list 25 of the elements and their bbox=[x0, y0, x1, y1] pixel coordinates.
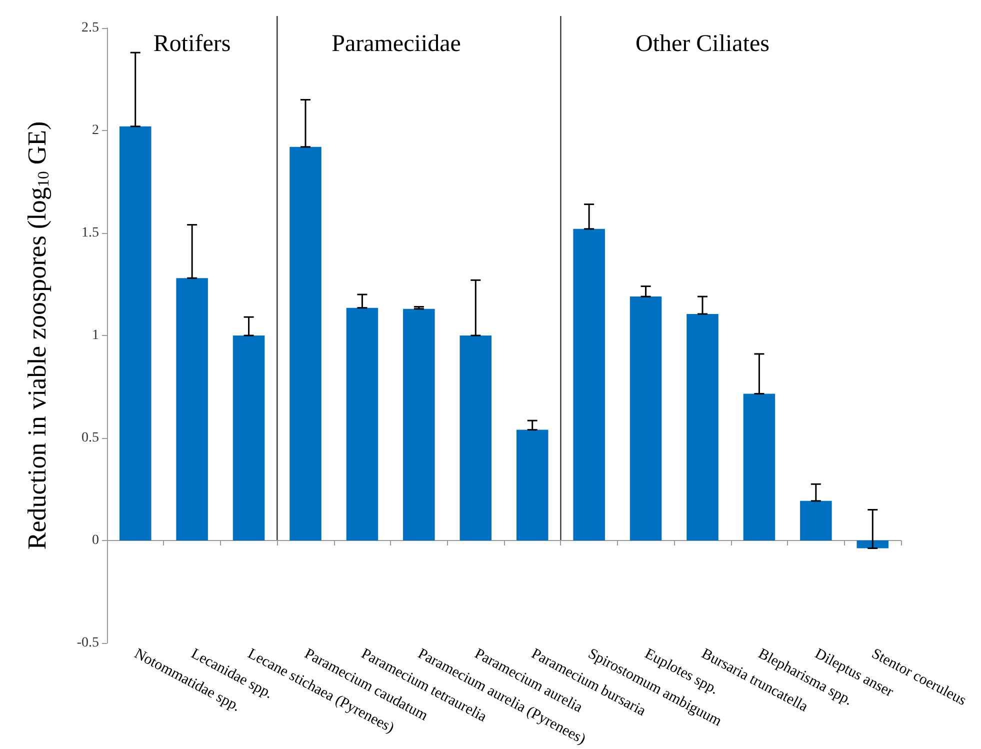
bar bbox=[176, 278, 208, 540]
y-axis-title: Reduction in viable zoospores (log10 GE) bbox=[22, 121, 52, 550]
y-tick-label: 2.5 bbox=[82, 20, 99, 36]
annotation: Other Ciliates bbox=[636, 31, 770, 57]
y-tick-label: 0.5 bbox=[82, 430, 99, 446]
bar bbox=[516, 430, 548, 540]
bar bbox=[743, 394, 776, 540]
y-tick-label: 1 bbox=[92, 328, 99, 343]
bar bbox=[630, 296, 662, 540]
bar bbox=[856, 540, 889, 548]
bar bbox=[232, 335, 265, 540]
y-tick-label: 2 bbox=[92, 122, 99, 138]
bar bbox=[346, 308, 378, 540]
y-tick-label: 1.5 bbox=[82, 225, 99, 240]
bar bbox=[403, 308, 435, 540]
bar bbox=[290, 146, 322, 540]
bar bbox=[686, 314, 718, 540]
annotation: Rotifers bbox=[153, 31, 231, 57]
bar bbox=[800, 500, 832, 540]
bar bbox=[119, 126, 152, 540]
annotation: Parameciidae bbox=[332, 31, 461, 57]
bar bbox=[460, 335, 492, 540]
bar bbox=[573, 228, 605, 540]
y-tick-label: -0.5 bbox=[76, 635, 99, 650]
y-tick-label: 0 bbox=[92, 532, 99, 548]
